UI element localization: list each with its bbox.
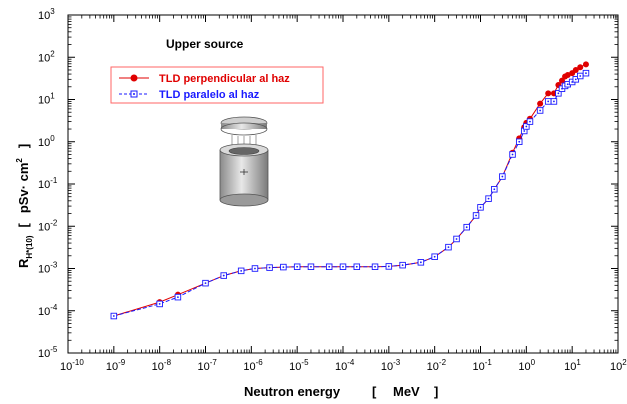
legend-marker-paralelo-dot (133, 93, 135, 95)
x-tick-label: 10-4 (335, 358, 355, 373)
svg-text:RH*(10)[pSv· cm2]: RH*(10) [ pSv· cm2] (15, 144, 34, 268)
x-tick-label: 10-1 (473, 358, 493, 373)
data-point-dot (355, 265, 358, 268)
data-point-dot (401, 264, 404, 267)
data-point-dot (479, 206, 482, 209)
x-axis-title: Neutron energy [ MeV ] (244, 384, 438, 399)
series-layer (110, 61, 590, 320)
x-axis-bracket-close: ] (434, 384, 438, 399)
x-tick-label: 10-7 (198, 358, 218, 373)
data-point-dot (574, 78, 577, 81)
data-point-dot (177, 296, 179, 299)
y-tick-label: 103 (38, 7, 55, 22)
detector-illustration (219, 116, 269, 207)
source-disk-side-icon (221, 123, 267, 129)
data-point-dot (475, 214, 477, 217)
data-point-dot (557, 92, 560, 95)
series-paralelo (110, 69, 590, 320)
y-axis-subscript: H*(10) (25, 235, 34, 258)
x-tick-label: 10-3 (381, 358, 401, 373)
legend: TLD perpendicular al haz TLD paralelo al… (110, 66, 324, 104)
x-tick-label: 10-2 (427, 358, 447, 373)
upper-source-note: Upper source (166, 37, 244, 51)
y-tick-label: 101 (38, 92, 55, 107)
data-point-dot (585, 72, 587, 75)
data-point-dot (518, 140, 521, 143)
x-axis-unit: MeV (393, 384, 420, 399)
data-point-dot (254, 267, 256, 270)
legend-label-paralelo: TLD paralelo al haz (159, 89, 260, 101)
data-point-dot (387, 265, 390, 268)
plot-frame (67, 14, 619, 354)
data-point (558, 77, 565, 84)
y-axis-bracket-open: [ (16, 222, 31, 227)
source-disk-bottom-icon (220, 122, 268, 136)
y-axis-symbol: R (16, 258, 31, 268)
data-point-dot (240, 269, 243, 272)
x-tick-label: 10-9 (106, 358, 126, 373)
data-point-dot (487, 197, 490, 200)
x-tick-label: 102 (610, 358, 627, 373)
y-tick-label: 10-5 (38, 345, 58, 360)
data-point-dot (419, 261, 422, 264)
data-point-dot (547, 100, 550, 103)
y-axis-title: RH*(10) [ pSv· cm2] (15, 144, 34, 268)
legend-box (110, 66, 324, 104)
y-tick-label: 100 (38, 134, 55, 149)
data-point-dot (112, 315, 115, 317)
data-point-dot (268, 266, 271, 269)
data-point-dot (296, 265, 299, 268)
data-point-dot (158, 303, 161, 305)
data-point (545, 90, 552, 97)
data-point-dot (579, 75, 582, 77)
y-tick-label: 10-1 (38, 176, 58, 191)
cylinder-bottom-icon (219, 193, 269, 207)
data-point-dot (342, 265, 344, 268)
data-point-dot (566, 83, 569, 86)
data-point (572, 66, 579, 73)
legend-label-perpendicular: TLD perpendicular al haz (159, 73, 290, 85)
x-tick-label: 100 (518, 358, 535, 373)
data-point-dot (493, 188, 496, 191)
data-point-dot (222, 274, 225, 277)
y-axis-unit: pSv· cm (16, 163, 31, 214)
cylinder-cavity-icon (228, 147, 260, 155)
y-axis-bracket-close: ] (16, 144, 31, 148)
axis-ticks: 10-10 10-9 10-8 10-7 10-6 10-5 10-4 10-3 10-2 10-… (38, 7, 627, 373)
data-point-dot (204, 282, 207, 285)
series-line (113, 72, 587, 317)
x-tick-label: 10-5 (289, 358, 309, 373)
data-point-dot (328, 265, 331, 268)
data-point (537, 100, 544, 107)
x-axis-bracket-open: [ (372, 384, 377, 399)
data-point (577, 64, 584, 71)
legend-marker-perpendicular (130, 74, 138, 82)
x-axis-name: Neutron energy (244, 384, 341, 399)
data-point-dot (553, 100, 555, 103)
y-tick-label: 10-3 (38, 261, 58, 276)
y-tick-label: 10-4 (38, 303, 58, 318)
data-point-dot (282, 266, 285, 268)
data-point-dot (447, 246, 450, 249)
data-point-dot (310, 265, 312, 268)
y-axis-unit-exp: 2 (15, 158, 24, 163)
y-tick-label: 102 (38, 49, 55, 64)
x-tick-label: 10-10 (60, 358, 84, 373)
data-point-dot (511, 153, 514, 156)
y-tick-label: 10-2 (38, 218, 58, 233)
data-point-dot (455, 238, 458, 240)
data-point-dot (525, 125, 528, 128)
x-tick-label: 10-6 (243, 358, 263, 373)
data-point-dot (465, 226, 468, 229)
data-point-dot (529, 120, 531, 123)
data-point-dot (523, 130, 526, 132)
data-point-dot (374, 265, 376, 268)
data-point-dot (433, 255, 436, 258)
data-point (582, 61, 589, 68)
x-tick-label: 10-8 (152, 358, 172, 373)
x-tick-label: 101 (564, 358, 581, 373)
data-point-dot (539, 109, 542, 112)
data-point-dot (501, 175, 504, 178)
